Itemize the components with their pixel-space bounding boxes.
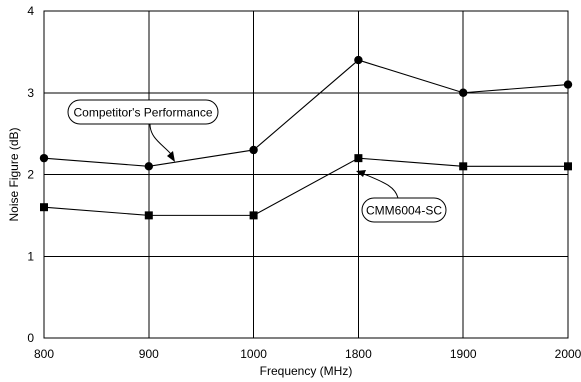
data-point-1-1: [144, 211, 153, 220]
x-tick-label: 900: [139, 347, 159, 361]
grid-layer: [43, 10, 569, 339]
data-point-0-1: [144, 162, 153, 171]
series-layer: [39, 55, 573, 220]
series-line-0: [43, 59, 569, 167]
data-point-1-2: [249, 211, 258, 220]
cmm-callout-text: CMM6004-SC: [366, 204, 442, 218]
data-point-0-0: [39, 153, 49, 163]
competitor-arrow-head: [167, 151, 175, 162]
cmm-callout-box: [361, 197, 447, 223]
competitor-callout-box: [67, 99, 219, 125]
x-tick-label: 1800: [345, 347, 372, 361]
y-tick-label: 3: [27, 86, 34, 100]
data-point-1-0: [40, 203, 48, 212]
competitor-callout: Competitor's Performance: [67, 99, 219, 162]
cmm-arrow-head: [356, 170, 366, 177]
y-axis-label: Noise Figure (dB): [7, 127, 21, 221]
series-0: [39, 55, 573, 171]
x-tick-labels: 800 900 1000 1800 1900 2000: [34, 347, 581, 361]
x-axis-label: Frequency (MHz): [260, 364, 353, 378]
series-line-1: [43, 157, 568, 216]
x-tick-label: 2000: [555, 347, 581, 361]
competitor-callout-arrow: [149, 123, 172, 155]
y-tick-label: 2: [27, 168, 34, 182]
y-tick-label: 4: [27, 4, 34, 18]
data-point-1-5: [564, 162, 572, 171]
y-tick-label: 0: [27, 331, 34, 345]
competitor-callout-text: Competitor's Performance: [73, 106, 212, 120]
data-point-0-3: [354, 55, 363, 65]
data-point-1-3: [354, 154, 363, 163]
x-tick-label: 1000: [240, 347, 267, 361]
x-tick-label: 800: [34, 347, 54, 361]
cmm-callout-arrow: [363, 173, 399, 199]
data-point-1-4: [459, 162, 468, 171]
cmm-callout: CMM6004-SC: [356, 170, 447, 223]
x-tick-label: 1900: [450, 347, 477, 361]
data-point-0-2: [249, 145, 258, 155]
y-tick-label: 1: [27, 249, 34, 263]
y-tick-labels: 0 1 2 3 4: [27, 4, 34, 345]
plot-frame: [43, 10, 569, 339]
data-point-0-4: [459, 88, 468, 97]
series-1: [40, 154, 572, 220]
data-point-0-5: [563, 80, 573, 89]
